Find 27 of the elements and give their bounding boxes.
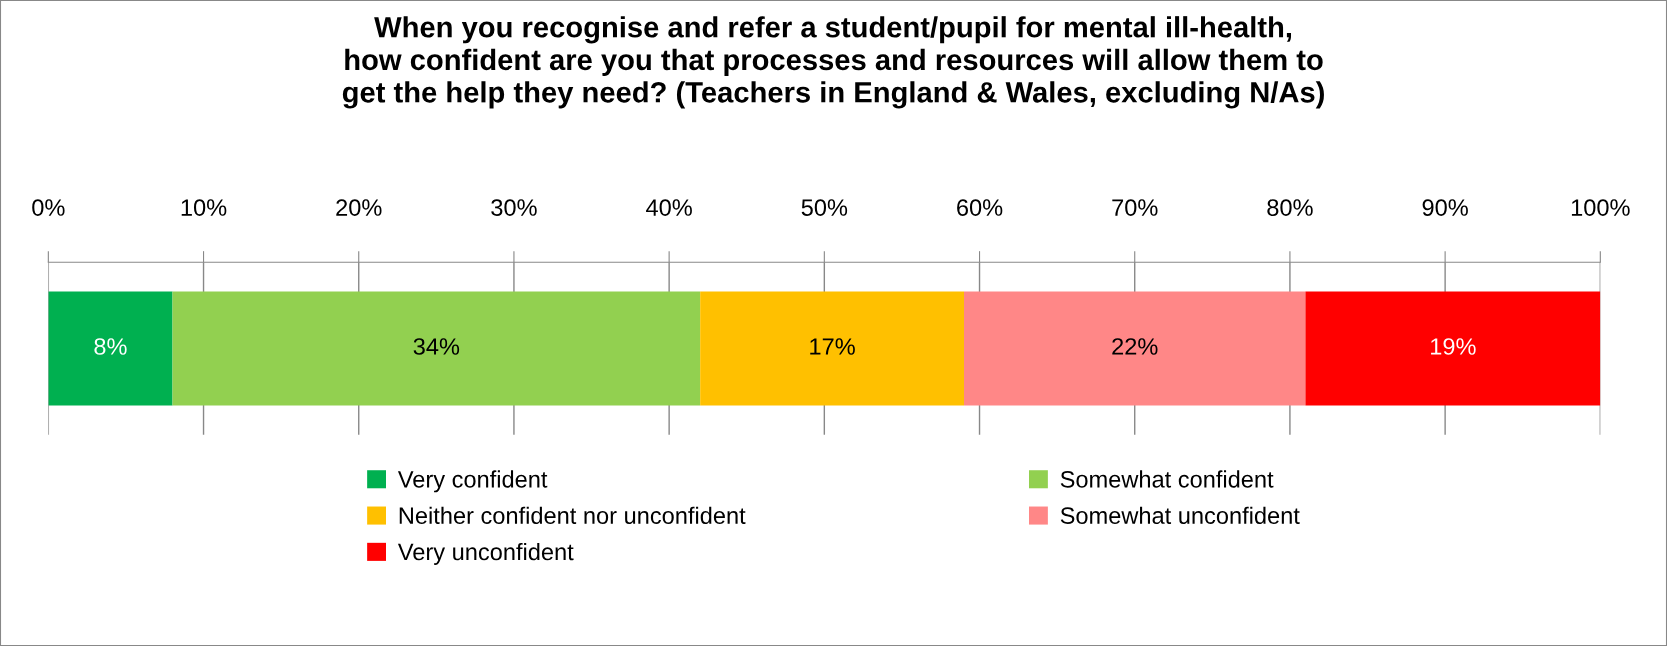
data-label: 34% [413, 338, 460, 355]
x-tick-label: 40% [646, 199, 692, 216]
legend-label: Very unconfident [397, 542, 574, 565]
x-tick-label: 20% [336, 199, 382, 216]
data-label: 17% [810, 338, 855, 355]
x-tick-label: 0% [32, 199, 65, 216]
x-tick-label: 10% [181, 199, 227, 216]
legend-label: Neither confident nor unconfident [399, 506, 746, 524]
x-tick-label: 30% [491, 199, 537, 216]
chart-title: When you recognise and refer a student/pupil for mental ill-health, how confident are you that processes and resources will allow them to get the help they need? (Teachers in England & Wales, excluding N/As) [342, 16, 1324, 109]
bar [964, 291, 1306, 406]
x-tick-label: 60% [957, 199, 1003, 216]
bar [172, 291, 701, 406]
legend-label: Somewhat unconfident [1060, 506, 1300, 524]
data-label: 8% [94, 338, 127, 355]
bar [1305, 291, 1601, 406]
legend-label: Very confident [397, 470, 548, 493]
x-tick-label: 90% [1422, 199, 1468, 216]
x-tick-label: 50% [801, 199, 848, 216]
bar [700, 291, 965, 406]
legend-label: Somewhat confident [1060, 470, 1274, 488]
x-tick-label: 100% [1571, 199, 1630, 216]
data-label: 22% [1112, 338, 1158, 355]
x-tick-label: 80% [1267, 199, 1313, 216]
bar [48, 291, 173, 406]
x-tick-label: 70% [1112, 199, 1158, 216]
data-label: 19% [1431, 338, 1476, 355]
